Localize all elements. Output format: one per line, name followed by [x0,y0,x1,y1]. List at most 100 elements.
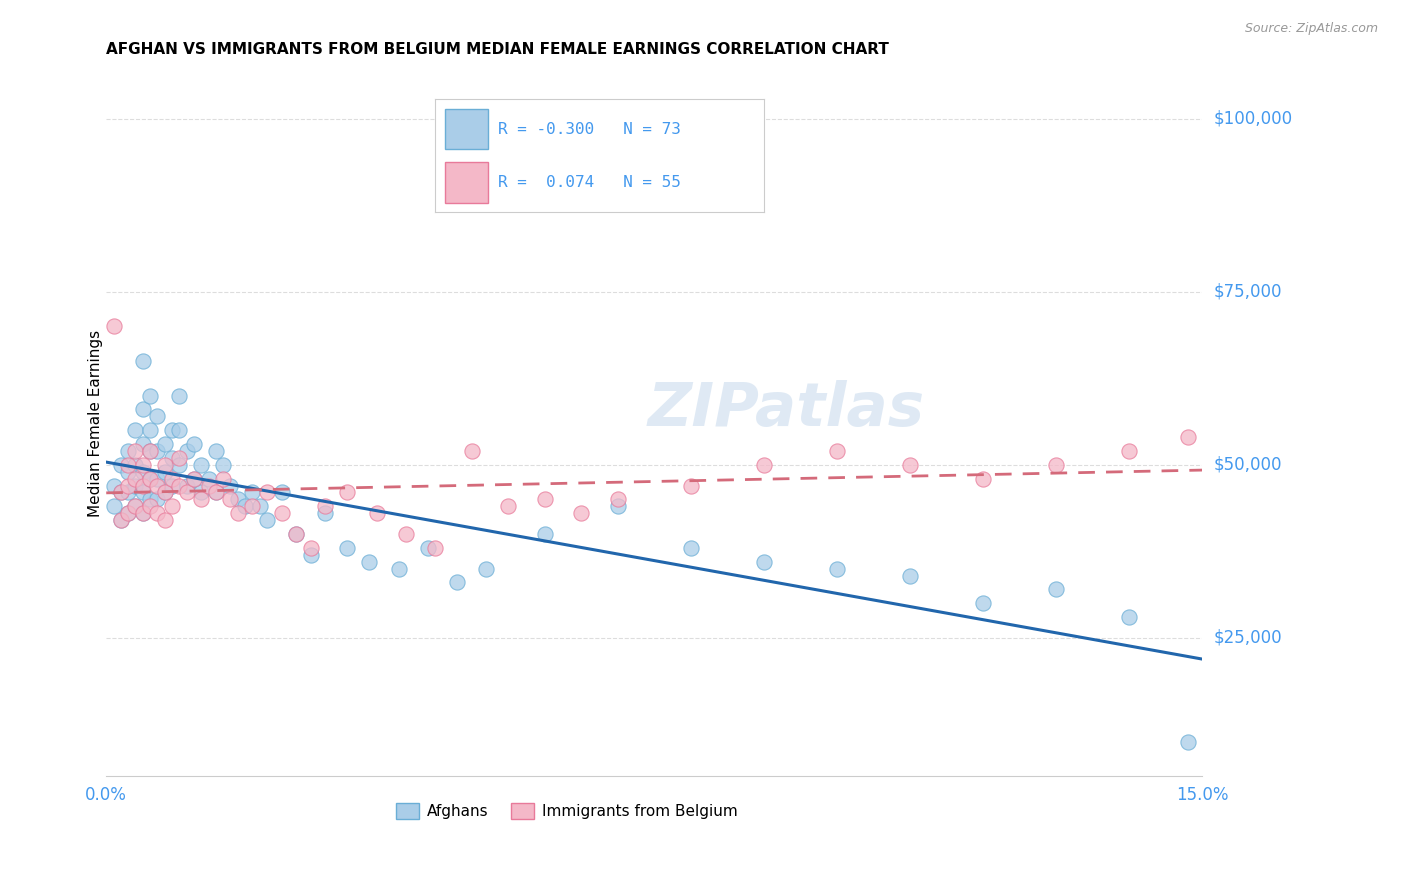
Point [270,485,292,500]
Point [219,478,242,492]
Point [496,500,519,514]
Point [132,437,155,451]
Point [124,458,146,472]
Point [139,492,162,507]
Point [336,541,359,555]
Point [366,506,388,520]
Point [124,444,146,458]
Text: $50,000: $50,000 [1213,456,1282,474]
Point [169,458,191,472]
Point [190,485,212,500]
Point [176,478,198,492]
Point [146,478,169,492]
Point [299,548,322,562]
Point [1118,610,1140,624]
Point [110,513,132,527]
Point [132,465,155,479]
Point [117,478,139,492]
Point [124,423,146,437]
Point [139,389,162,403]
Point [679,478,702,492]
Point [212,458,235,472]
Point [124,478,146,492]
Point [139,472,162,486]
Point [972,472,994,486]
Point [533,527,555,541]
Point [359,555,381,569]
Point [124,500,146,514]
Point [146,472,169,486]
Point [153,485,176,500]
Point [606,492,628,507]
Point [146,506,169,520]
Point [416,541,439,555]
Point [160,423,183,437]
Point [256,513,278,527]
Point [169,478,191,492]
Point [249,500,271,514]
Point [1177,430,1199,444]
Text: AFGHAN VS IMMIGRANTS FROM BELGIUM MEDIAN FEMALE EARNINGS CORRELATION CHART: AFGHAN VS IMMIGRANTS FROM BELGIUM MEDIAN… [107,42,889,57]
Point [132,354,155,368]
Point [1045,582,1067,597]
Text: $75,000: $75,000 [1213,283,1282,301]
Point [117,485,139,500]
Point [679,541,702,555]
Point [898,458,921,472]
Point [160,472,183,486]
Point [972,596,994,610]
Point [205,485,228,500]
Point [205,444,228,458]
Point [117,506,139,520]
Point [226,506,249,520]
Point [124,472,146,486]
Point [153,465,176,479]
Point [183,437,205,451]
Point [110,485,132,500]
Point [139,472,162,486]
Point [825,444,848,458]
Point [169,450,191,465]
Point [197,472,219,486]
Point [752,555,775,569]
Point [183,472,205,486]
Point [270,506,292,520]
Point [256,485,278,500]
Text: ZIPatlas: ZIPatlas [647,380,924,439]
Point [153,485,176,500]
Point [103,478,125,492]
Point [1045,458,1067,472]
Point [139,500,162,514]
Point [460,444,482,458]
Text: Source: ZipAtlas.com: Source: ZipAtlas.com [1244,22,1378,36]
Point [176,485,198,500]
Legend: Afghans, Immigrants from Belgium: Afghans, Immigrants from Belgium [389,797,744,825]
Point [226,492,249,507]
Point [146,444,169,458]
Y-axis label: Median Female Earnings: Median Female Earnings [87,330,103,516]
Point [103,319,125,334]
Point [110,513,132,527]
Point [197,478,219,492]
Point [160,500,183,514]
Point [242,500,264,514]
Point [1177,734,1199,748]
Point [446,575,468,590]
Point [475,561,498,575]
Point [285,527,308,541]
Point [169,389,191,403]
Text: $100,000: $100,000 [1213,110,1292,128]
Point [132,506,155,520]
Point [110,458,132,472]
Point [190,458,212,472]
Point [233,500,256,514]
Point [139,444,162,458]
Point [212,472,235,486]
Point [169,423,191,437]
Point [103,500,125,514]
Text: $25,000: $25,000 [1213,629,1282,647]
Point [146,409,169,424]
Point [117,458,139,472]
Point [423,541,446,555]
Point [117,465,139,479]
